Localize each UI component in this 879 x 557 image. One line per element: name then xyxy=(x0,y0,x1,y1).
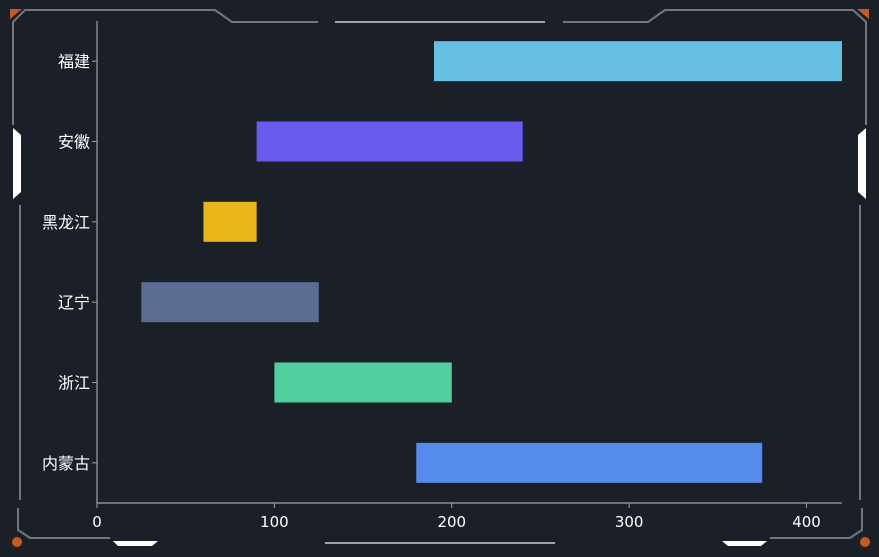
x-tick-label: 0 xyxy=(92,513,102,531)
frame-border xyxy=(12,9,867,539)
bar-0[interactable] xyxy=(434,41,842,82)
side-tab-icon xyxy=(858,128,866,199)
bottom-tab-icon xyxy=(722,541,767,546)
corner-accent-icon xyxy=(860,537,870,547)
y-tick-label: 浙江 xyxy=(58,374,90,393)
bar-2[interactable] xyxy=(203,201,257,242)
x-tick-label: 100 xyxy=(260,513,289,531)
y-tick-label: 辽宁 xyxy=(58,293,90,312)
side-tab-icon xyxy=(13,128,21,199)
frame-corner-accents xyxy=(10,9,870,547)
bottom-tab-icon xyxy=(113,541,158,546)
y-tick-label: 安徽 xyxy=(58,133,90,152)
corner-accent-icon xyxy=(857,9,869,19)
y-tick-label: 福建 xyxy=(58,52,90,71)
corner-accent-icon xyxy=(10,9,22,19)
x-tick-label: 300 xyxy=(615,513,644,531)
frame-bottom-right-line xyxy=(770,508,863,539)
bar-layer xyxy=(141,41,842,483)
bar-3[interactable] xyxy=(141,282,319,323)
corner-accent-icon xyxy=(12,537,22,547)
y-tick-label: 内蒙古 xyxy=(42,454,90,473)
frame-bottom-left-line xyxy=(17,508,110,539)
y-tick-label: 黑龙江 xyxy=(42,213,90,232)
bar-1[interactable] xyxy=(256,121,523,162)
frame-top-right-line xyxy=(563,9,867,125)
frame-glow-lines xyxy=(325,21,555,544)
x-tick-label: 200 xyxy=(437,513,466,531)
bar-5[interactable] xyxy=(416,442,763,483)
bar-4[interactable] xyxy=(274,362,452,403)
frame-top-left-line xyxy=(12,9,318,125)
x-tick-label: 400 xyxy=(792,513,821,531)
frame-side-tabs xyxy=(13,128,866,546)
